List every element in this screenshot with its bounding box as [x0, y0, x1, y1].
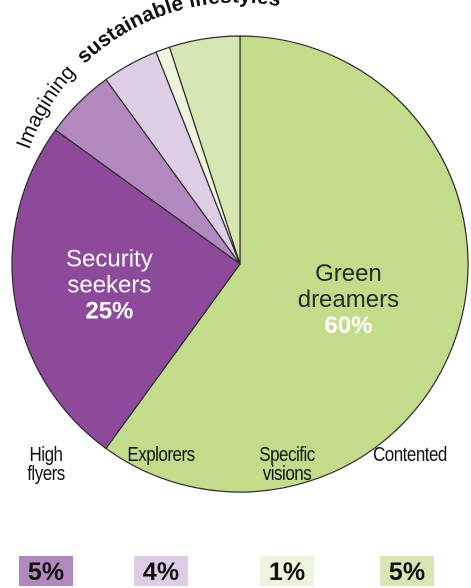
legend-value-explorers: 4% — [134, 556, 188, 586]
legend-value-contented: 5% — [380, 556, 434, 586]
legend-label-specific-visions: Specific visions — [259, 444, 315, 485]
pie-slice-green-dreamers — [105, 35, 469, 493]
legend-label-high-flyers: High flyers — [27, 444, 65, 485]
legend-item-explorers: Explorers — [106, 444, 216, 486]
slice-labels: Green dreamers 60% Security seekers 25% — [66, 246, 399, 340]
legend-label-contented: Contented — [373, 444, 447, 466]
legend-item-high-flyers: High flyers — [0, 444, 101, 486]
legend-value-specific-visions: 1% — [260, 556, 314, 586]
legend-label-explorers: Explorers — [127, 444, 195, 466]
legend-value-high-flyers: 5% — [19, 556, 73, 586]
slice-label-green-dreamers: Green dreamers 60% — [298, 260, 399, 339]
slice-label-security-seekers: Security seekers 25% — [66, 246, 153, 325]
pie-slice-contented — [168, 35, 241, 265]
pie-slices — [11, 35, 469, 493]
legend-item-contented: Contented — [352, 444, 462, 486]
pie-slice-security-seekers — [11, 129, 241, 450]
legend-item-specific-visions: Specific visions — [232, 444, 342, 486]
